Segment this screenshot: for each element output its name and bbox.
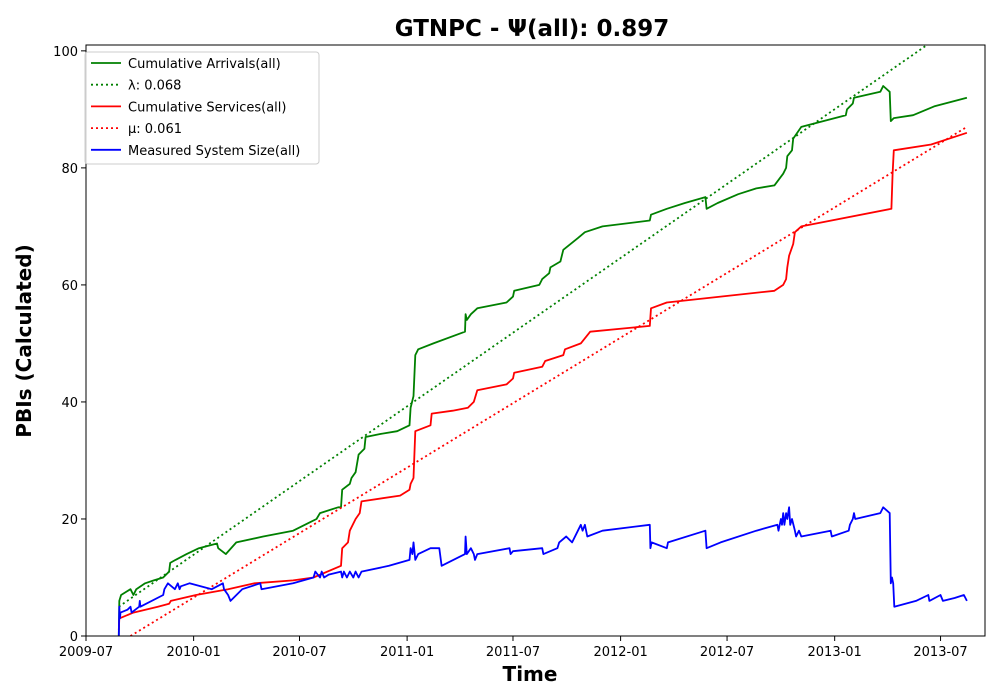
x-tick-label: 2012-07 bbox=[700, 645, 754, 660]
legend-label: μ: 0.061 bbox=[128, 122, 182, 137]
series-line-3 bbox=[130, 126, 968, 636]
y-axis: 0 20 40 60 80 100 bbox=[53, 45, 86, 645]
x-tick-label: 2011-07 bbox=[486, 645, 540, 660]
y-tick-label: 80 bbox=[61, 162, 78, 177]
x-tick-label: 2010-07 bbox=[272, 645, 326, 660]
y-tick-label: 40 bbox=[61, 396, 78, 411]
legend-label: Cumulative Services(all) bbox=[128, 100, 286, 115]
y-tick-label: 100 bbox=[53, 45, 78, 60]
series-line-0 bbox=[117, 85, 968, 636]
y-axis-title: PBIs (Calculated) bbox=[12, 244, 36, 437]
x-tick-label: 2009-07 bbox=[59, 645, 113, 660]
series-line-4 bbox=[117, 506, 968, 636]
x-tick-label: 2012-01 bbox=[593, 645, 647, 660]
chart-title: GTNPC - Ψ(all): 0.897 bbox=[395, 16, 670, 42]
plot-frame bbox=[85, 44, 986, 637]
x-tick-label: 2011-01 bbox=[380, 645, 434, 660]
y-tick-label: 20 bbox=[61, 513, 78, 528]
legend-label: Cumulative Arrivals(all) bbox=[128, 57, 281, 72]
x-tick-label: 2013-07 bbox=[913, 645, 967, 660]
series-line-2 bbox=[117, 131, 968, 631]
x-axis-title: Time bbox=[503, 662, 558, 686]
y-tick-label: 60 bbox=[61, 279, 78, 294]
legend-label: Measured System Size(all) bbox=[128, 144, 300, 159]
x-tick-label: 2010-01 bbox=[166, 645, 220, 660]
x-tick-label: 2013-01 bbox=[808, 645, 862, 660]
y-tick-label: 0 bbox=[70, 630, 78, 645]
legend-box bbox=[84, 51, 320, 165]
legend-label: λ: 0.068 bbox=[128, 79, 181, 94]
x-axis: 2009-07 2010-01 2010-07 2011-01 2011-07 2012-… bbox=[59, 636, 968, 660]
series-layer bbox=[117, 45, 968, 636]
legend: Cumulative Arrivals(all) λ: 0.068 Cumulati… bbox=[84, 51, 320, 165]
